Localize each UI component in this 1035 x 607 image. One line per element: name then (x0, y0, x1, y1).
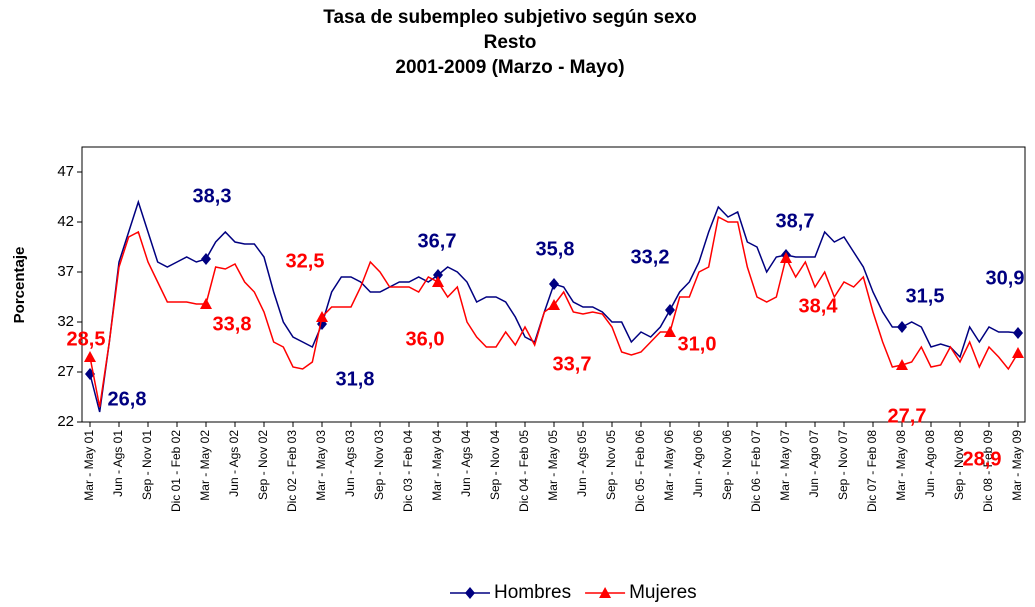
x-tick-label: Mar - May 02 (198, 430, 212, 501)
x-tick-label: Sep - Nov 08 (952, 430, 966, 500)
x-tick-label: Dic 06 - Feb 07 (749, 430, 763, 512)
data-label: 35,8 (536, 238, 575, 260)
x-tick-label: Mar - May 01 (82, 430, 96, 501)
data-label: 38,4 (799, 295, 839, 317)
data-label: 33,8 (213, 313, 252, 335)
data-label: 32,5 (286, 250, 325, 272)
x-tick-label: Sep - Nov 07 (836, 430, 850, 500)
data-marker (84, 351, 96, 362)
x-tick-label: Sep - Nov 04 (488, 430, 502, 500)
x-tick-label: Dic 05 - Feb 06 (633, 430, 647, 512)
data-marker (665, 304, 675, 316)
x-tick-label: Jun - Ags 05 (575, 430, 589, 497)
data-label: 30,9 (986, 267, 1025, 289)
x-tick-label: Dic 03 - Feb 04 (401, 430, 415, 512)
x-tick-label: Mar - May 07 (778, 430, 792, 501)
x-tick-label: Mar - May 03 (314, 430, 328, 501)
data-label: 28,9 (963, 448, 1002, 470)
data-label: 33,7 (553, 353, 592, 375)
y-tick-label: 47 (57, 163, 74, 180)
x-tick-label: Mar - May 09 (1010, 430, 1024, 501)
x-tick-label: Dic 04 - Feb 05 (517, 430, 531, 512)
x-tick-label: Dic 08 - Feb 09 (981, 430, 995, 512)
chart-title: Tasa de subempleo subjetivo según sexo (323, 7, 696, 28)
data-label: 33,2 (631, 246, 670, 268)
x-tick-label: Jun - Ago 08 (923, 430, 937, 498)
data-marker (780, 252, 792, 263)
data-label: 26,8 (108, 388, 147, 410)
data-marker (896, 359, 908, 370)
data-marker (548, 299, 560, 310)
data-marker (1012, 347, 1024, 358)
data-marker (200, 298, 212, 309)
x-tick-label: Mar - May 06 (662, 430, 676, 501)
x-tick-label: Mar - May 08 (894, 430, 908, 501)
chart-title: Resto (484, 32, 537, 53)
x-tick-label: Sep - Nov 06 (720, 430, 734, 500)
y-tick-label: 32 (57, 313, 74, 330)
data-marker (201, 253, 211, 265)
x-tick-label: Jun - Ags 04 (459, 430, 473, 497)
data-marker (316, 311, 328, 322)
x-tick-label: Jun - Ags 03 (343, 430, 357, 497)
y-tick-label: 42 (57, 213, 74, 230)
y-tick-label: 22 (57, 413, 74, 430)
data-marker (549, 278, 559, 290)
legend-marker (599, 587, 612, 598)
data-marker (664, 326, 676, 337)
data-label: 27,7 (888, 405, 927, 427)
x-tick-label: Dic 01 - Feb 02 (169, 430, 183, 512)
data-marker (897, 321, 907, 333)
x-tick-label: Jun - Ago 06 (691, 430, 705, 498)
data-label: 36,0 (406, 328, 445, 350)
legend-label: Hombres (494, 582, 571, 603)
data-label: 31,8 (336, 368, 375, 390)
y-tick-label: 27 (57, 363, 74, 380)
data-label: 31,0 (678, 333, 717, 355)
x-tick-label: Mar - May 05 (546, 430, 560, 501)
x-tick-label: Sep - Nov 02 (256, 430, 270, 500)
data-label: 38,7 (776, 210, 815, 232)
data-marker (433, 269, 443, 281)
x-tick-label: Dic 07 - Feb 08 (865, 430, 879, 512)
x-tick-label: Dic 02 - Feb 03 (285, 430, 299, 512)
chart-title: 2001-2009 (Marzo - Mayo) (395, 57, 624, 78)
x-tick-label: Sep - Nov 03 (372, 430, 386, 500)
legend-marker (465, 587, 475, 599)
x-tick-label: Sep - Nov 05 (604, 430, 618, 500)
y-tick-label: 37 (57, 263, 74, 280)
data-label: 28,5 (67, 328, 106, 350)
data-marker (432, 276, 444, 287)
x-tick-label: Mar - May 04 (430, 430, 444, 501)
x-tick-label: Sep - Nov 01 (140, 430, 154, 500)
data-label: 31,5 (906, 285, 945, 307)
data-label: 38,3 (193, 185, 232, 207)
data-label: 36,7 (418, 230, 457, 252)
x-tick-label: Jun - Ags 02 (227, 430, 241, 497)
x-tick-label: Jun - Ago 07 (807, 430, 821, 498)
x-tick-label: Jun - Ags 01 (111, 430, 125, 497)
data-marker (1013, 327, 1023, 339)
legend-label: Mujeres (629, 582, 697, 603)
y-axis-label: Porcentaje (11, 247, 28, 324)
